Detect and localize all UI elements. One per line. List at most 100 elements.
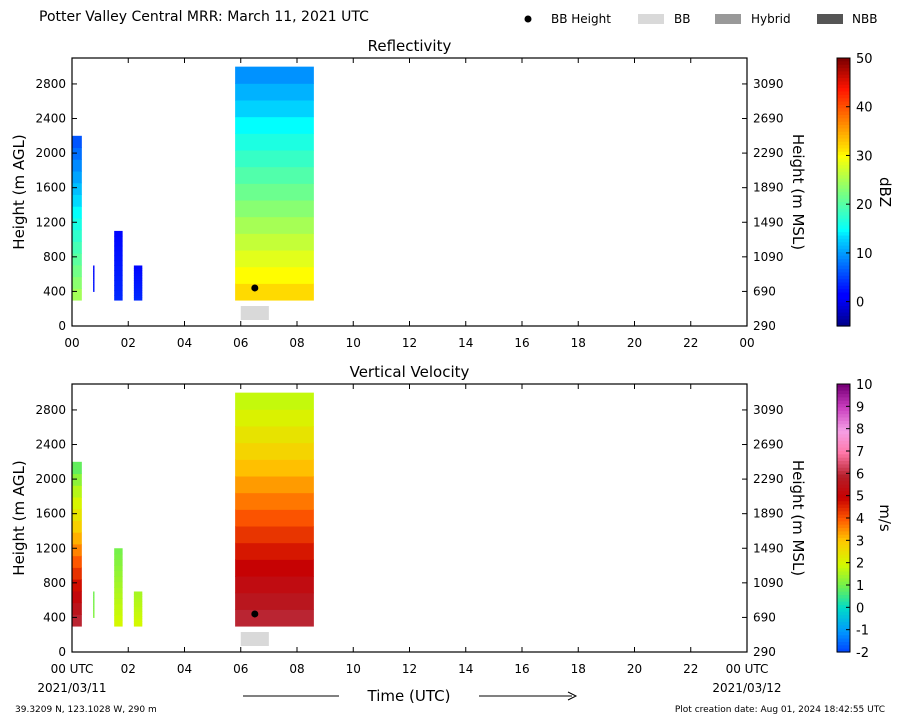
velocity-colorbar-cell: [837, 390, 850, 395]
reflectivity-precip-cell: [93, 285, 95, 289]
reflectivity-colorbar-cell: [837, 81, 850, 86]
reflectivity-colorbar-cell: [837, 171, 850, 176]
reflectivity-colorbar-cell: [837, 165, 850, 170]
velocity-colorbar-cell: [837, 447, 850, 452]
reflectivity-colorbar-tick-label: 50: [856, 52, 873, 67]
velocity-colorbar-tick-label: 8: [856, 423, 864, 438]
velocity-colorbar-cell: [837, 467, 850, 472]
velocity-colorbar-cell: [837, 457, 850, 462]
velocity-precip-cell: [93, 598, 95, 602]
velocity-precip-cell: [235, 559, 314, 577]
velocity-xtick-label: 00 UTC: [726, 662, 769, 676]
reflectivity-colorbar-cell: [837, 84, 850, 89]
reflectivity-precip-cell: [93, 274, 95, 278]
reflectivity-precip-region: [93, 265, 95, 292]
reflectivity-ytick-label-left: 2400: [35, 112, 66, 126]
velocity-precip-cell: [93, 602, 95, 605]
reflectivity-ytick-label-left: 2000: [35, 146, 66, 160]
reflectivity-precip-cell: [133, 292, 143, 296]
reflectivity-precip-region: [133, 265, 143, 301]
reflectivity-precip-cell: [93, 269, 95, 272]
velocity-ytick-label-left: 1200: [35, 541, 66, 555]
velocity-colorbar-cell: [837, 648, 850, 653]
velocity-xtick-label: 12: [402, 662, 417, 676]
velocity-colorbar-cell: [837, 554, 850, 559]
reflectivity-precip-cell: [235, 116, 314, 134]
reflectivity-precip-cell: [235, 133, 314, 151]
velocity-colorbar-cell: [837, 417, 850, 422]
reflectivity-precip-cell: [93, 271, 95, 274]
reflectivity-colorbar-tick-label: 20: [856, 198, 873, 213]
velocity-colorbar-cell: [837, 474, 850, 479]
velocity-colorbar-cell: [837, 440, 850, 445]
reflectivity-colorbar-cell: [837, 64, 850, 69]
velocity-precip-cell: [93, 600, 95, 604]
velocity-colorbar-cell: [837, 625, 850, 630]
velocity-colorbar-label: m/s: [876, 504, 894, 532]
velocity-precip-cell: [72, 614, 82, 627]
velocity-colorbar-cell: [837, 494, 850, 499]
velocity-colorbar-cell: [837, 407, 850, 412]
reflectivity-bright-band-period: [240, 306, 269, 320]
velocity-precip-cell: [235, 592, 314, 610]
reflectivity-precip-cell: [93, 272, 95, 276]
reflectivity-precip-cell: [114, 270, 123, 276]
reflectivity-colorbar-cell: [837, 279, 850, 284]
legend-marker-hybrid: [715, 14, 741, 24]
velocity-colorbar-cell: [837, 621, 850, 626]
reflectivity-colorbar-cell: [837, 188, 850, 193]
reflectivity-colorbar-cell: [837, 269, 850, 273]
velocity-colorbar-tick-label: 1: [856, 579, 864, 594]
velocity-precip-cell: [72, 532, 82, 545]
velocity-colorbar-cell: [837, 521, 850, 526]
velocity-colorbar-cell: [837, 477, 850, 482]
velocity-colorbar-cell: [837, 487, 850, 492]
reflectivity-precip-cell: [114, 245, 123, 252]
reflectivity-precip-cell: [235, 99, 314, 118]
velocity-precip-cell: [235, 425, 314, 444]
reflectivity-precip-region: [72, 135, 82, 301]
reflectivity-precip-cell: [235, 266, 314, 284]
velocity-colorbar-cell: [837, 534, 850, 539]
reflectivity-colorbar-cell: [837, 275, 850, 280]
reflectivity-precip-cell: [114, 285, 123, 291]
velocity-ytick-label-left: 0: [58, 645, 66, 659]
velocity-colorbar-cell: [837, 394, 850, 398]
reflectivity-precip-cell: [72, 229, 82, 242]
reflectivity-precip-cell: [93, 284, 95, 287]
velocity-precip-cell: [114, 592, 123, 599]
reflectivity-colorbar-cell: [837, 158, 850, 163]
reflectivity-colorbar-cell: [837, 272, 850, 277]
reflectivity-colorbar-cell: [837, 255, 850, 260]
velocity-colorbar-cell: [837, 595, 850, 599]
reflectivity-colorbar-cell: [837, 302, 850, 307]
reflectivity-precip-region: [114, 230, 123, 301]
velocity-colorbar-cell: [837, 504, 850, 509]
reflectivity-precip-cell: [114, 260, 123, 266]
reflectivity-ytick-label-right: 290: [753, 319, 776, 333]
velocity-colorbar-cell: [837, 571, 850, 576]
reflectivity-precip-cell: [72, 147, 82, 160]
reflectivity-colorbar-cell: [837, 192, 850, 196]
reflectivity-ylabel-left: Height (m AGL): [10, 134, 28, 249]
reflectivity-xtick-label: 18: [571, 336, 586, 350]
reflectivity-colorbar-cell: [837, 118, 850, 123]
reflectivity-precip-cell: [72, 206, 82, 219]
reflectivity-colorbar-cell: [837, 312, 850, 317]
legend-marker-bb: [638, 14, 664, 24]
velocity-ytick-label-left: 1600: [35, 507, 66, 521]
velocity-xtick-label: 06: [233, 662, 248, 676]
velocity-colorbar-cell: [837, 507, 850, 512]
velocity-colorbar-cell: [837, 511, 850, 516]
reflectivity-colorbar-cell: [837, 88, 850, 93]
reflectivity-colorbar-cell: [837, 225, 850, 230]
reflectivity-colorbar-tick-label: 40: [856, 101, 873, 116]
reflectivity-xtick-label: 10: [346, 336, 361, 350]
reflectivity-colorbar-cell: [837, 215, 850, 220]
velocity-colorbar-cell: [837, 645, 850, 650]
velocity-colorbar-cell: [837, 404, 850, 409]
velocity-ytick-label-right: 3090: [753, 403, 784, 417]
reflectivity-colorbar-cell: [837, 309, 850, 314]
velocity-colorbar-cell: [837, 427, 850, 432]
reflectivity-colorbar-cell: [837, 235, 850, 240]
